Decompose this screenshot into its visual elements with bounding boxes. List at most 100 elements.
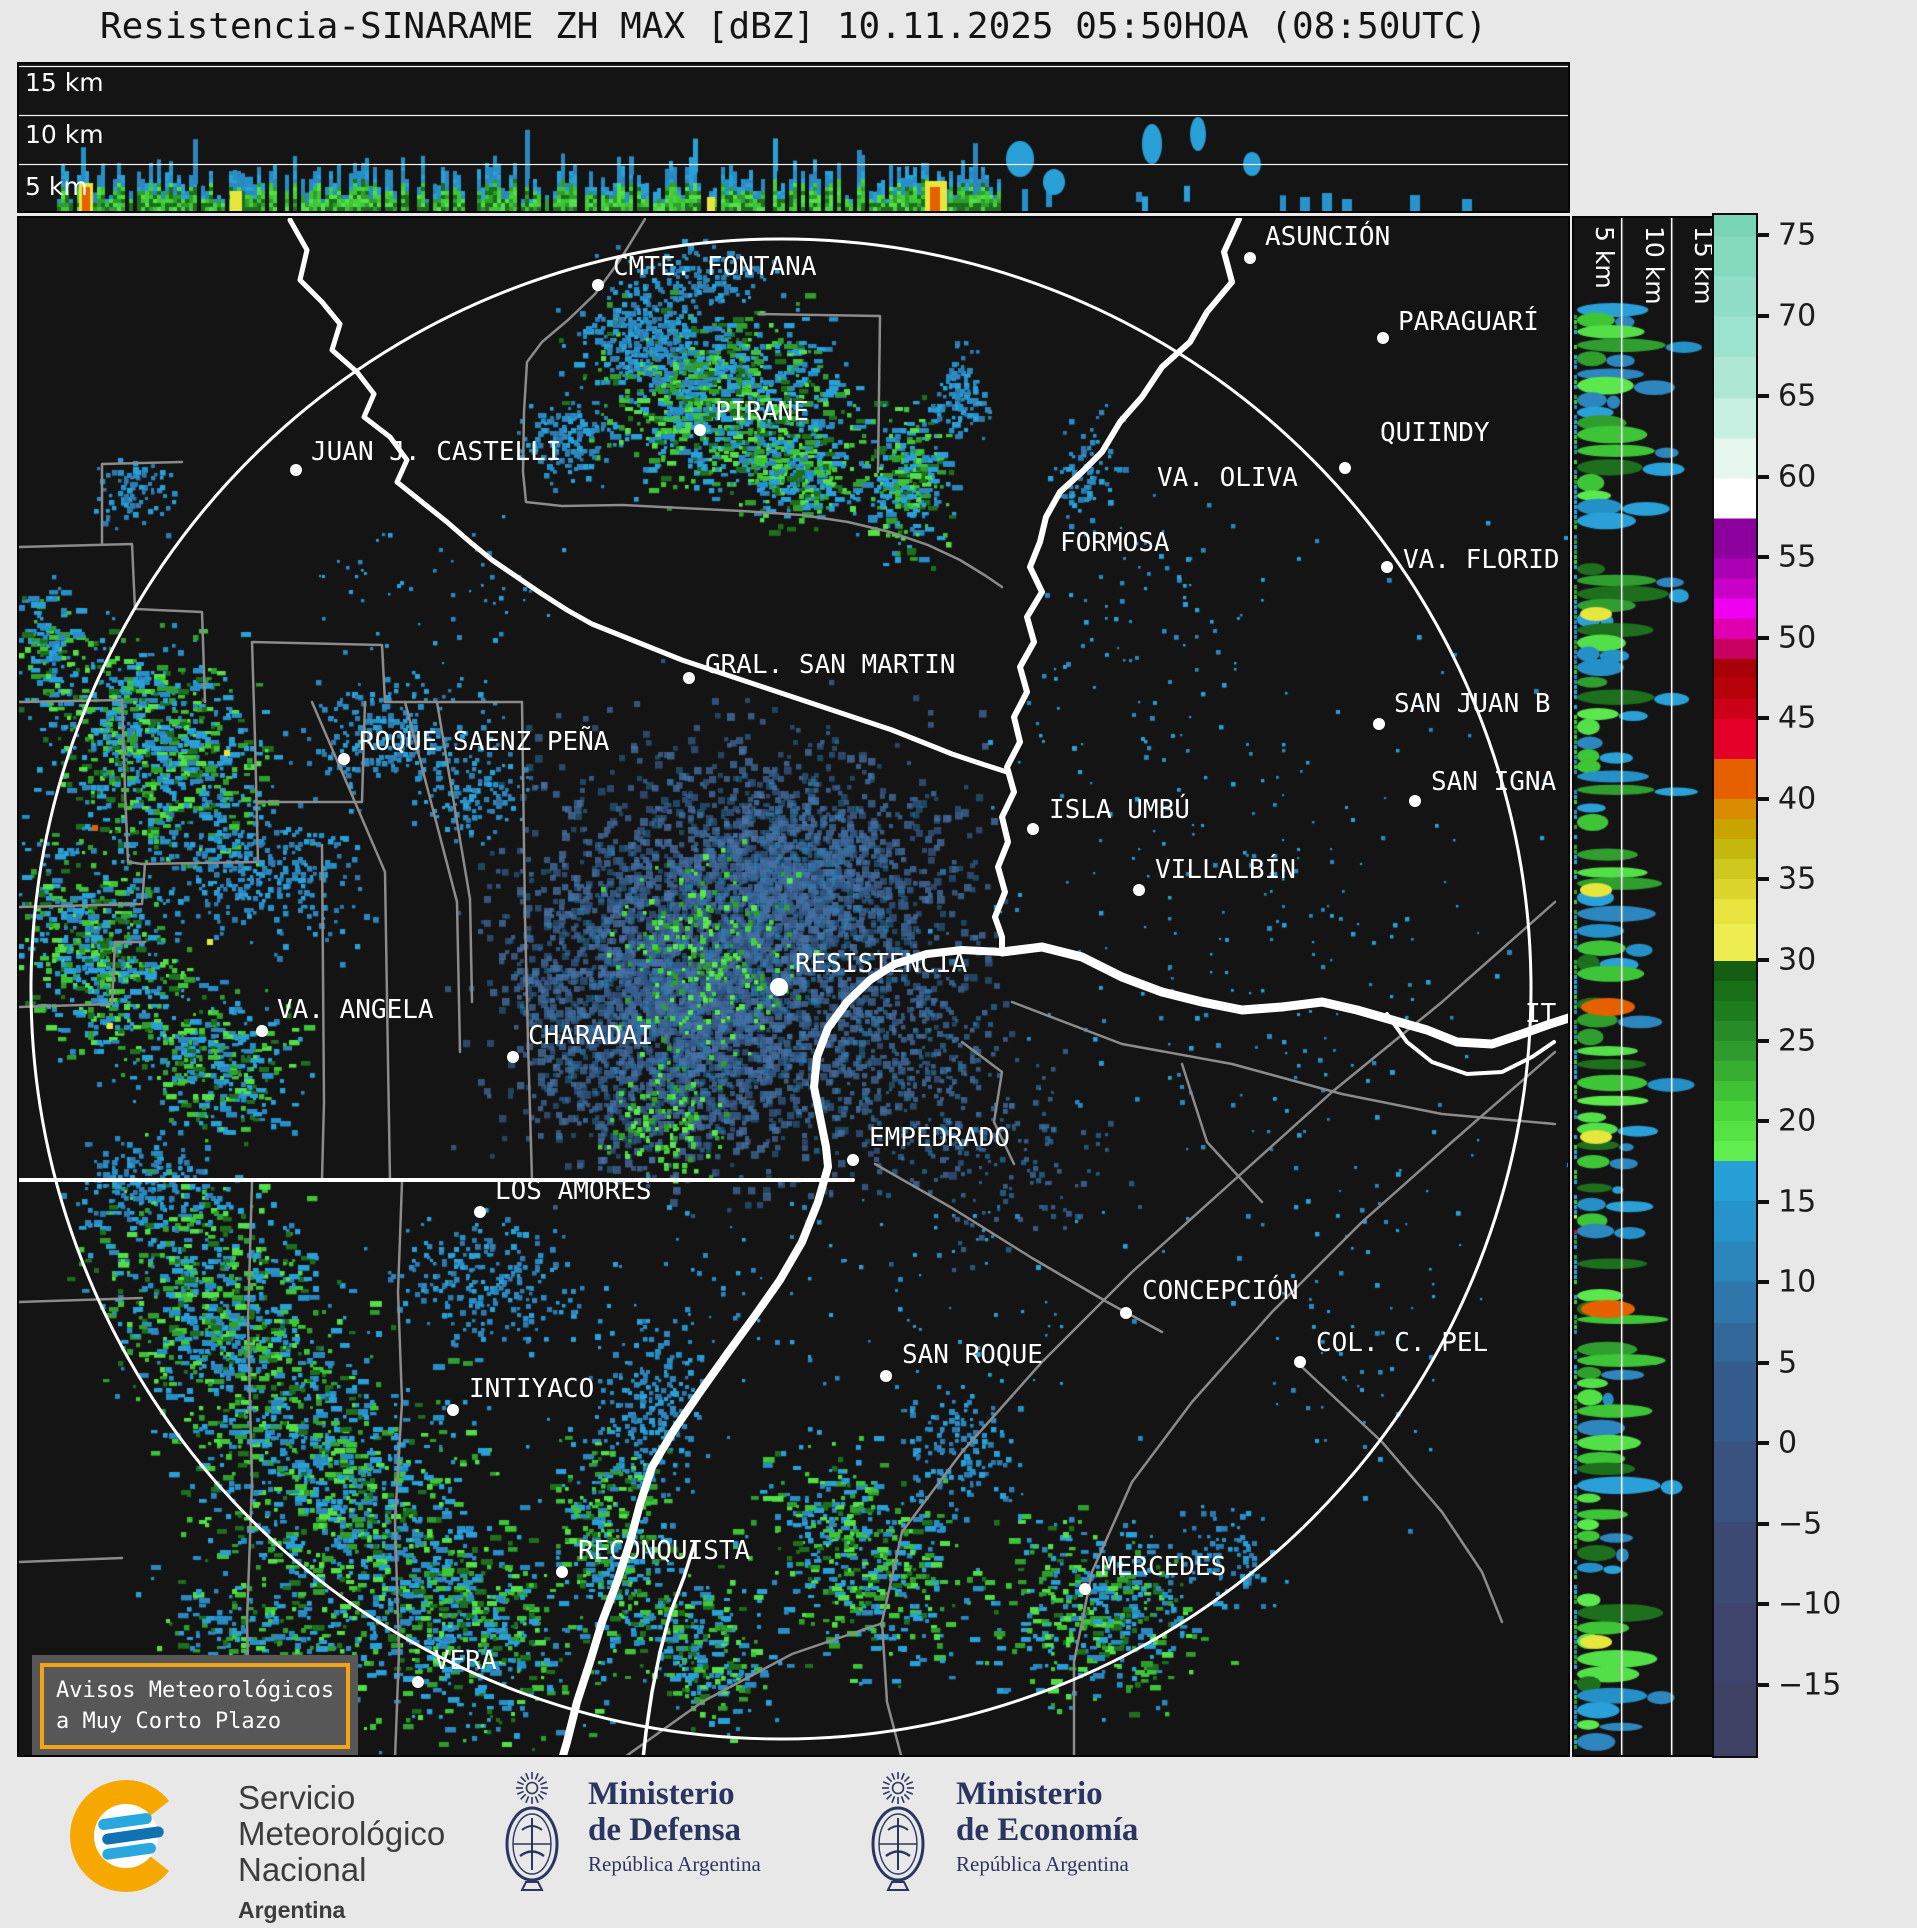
province-border (19, 1556, 124, 1564)
economia-subtitle: de Economía (956, 1812, 1139, 1848)
defensa-subtitle: de Defensa (588, 1812, 742, 1848)
city-dot (474, 1206, 486, 1218)
river (641, 1540, 697, 1755)
smn-logo-icon (70, 1779, 169, 1893)
city-label: PIRANE (715, 397, 809, 427)
province-border (19, 542, 207, 704)
colorbar-tick-mark (1756, 1119, 1769, 1124)
city-dot (1079, 1583, 1091, 1595)
colorbar-tick-mark (1756, 635, 1769, 640)
colorbar-tick-mark (1756, 1521, 1769, 1526)
colorbar-tick-label: 0 (1778, 1425, 1798, 1461)
city-label: RECONQUISTA (578, 1536, 751, 1566)
dbz-colorbar (1712, 213, 1758, 1758)
city-label: CHARADAI (528, 1021, 654, 1051)
city-dot (847, 1154, 859, 1166)
economia-coat-of-arms-icon (871, 1772, 925, 1891)
city-label: SAN ROQUE (902, 1340, 1043, 1370)
province-border (19, 862, 147, 909)
city-dot (592, 279, 604, 291)
warning-line-2: a Muy Corto Plazo (56, 1709, 282, 1734)
province-border (1072, 1050, 1557, 1755)
city-label: IT (1525, 999, 1557, 1029)
province-border (19, 940, 147, 1009)
city-dot (1027, 823, 1039, 835)
province-border (757, 312, 882, 474)
province-border (310, 700, 392, 1182)
smn-line-3: Nacional (238, 1851, 367, 1888)
colorbar-tick-mark (1756, 1280, 1769, 1285)
city-label: VA. FLORID (1403, 545, 1560, 575)
smn-line-4: Argentina (238, 1897, 346, 1923)
province-border (320, 843, 326, 1182)
province-border (403, 700, 462, 1054)
altitude-label: 5 km (1590, 226, 1619, 289)
province-border (435, 700, 474, 1004)
colorbar-tick-label: 50 (1778, 620, 1817, 656)
smn-line-2: Meteorológico (238, 1815, 446, 1852)
city-label: CONCEPCIÓN (1142, 1276, 1299, 1306)
colorbar-tick-mark (1756, 716, 1769, 721)
province-border (393, 1180, 404, 1755)
city-label: FORMOSA (1060, 528, 1170, 558)
city-label: SAN JUAN B (1394, 689, 1551, 719)
colorbar-tick-mark (1756, 233, 1769, 237)
city-label: COL. C. PEL (1316, 1328, 1489, 1358)
colorbar-tick-mark (1756, 1199, 1769, 1204)
colorbar-tick-label: 55 (1778, 539, 1817, 575)
map-panel: CMTE. FONTANA ASUNCIÓN PARAGUARÍ PIRANE JUAN… (17, 216, 1570, 1757)
colorbar-tick-label: 75 (1778, 217, 1817, 253)
city-label: GRAL. SAN MARTIN (705, 650, 956, 680)
river (992, 218, 1242, 955)
city-dot (880, 1370, 892, 1382)
warning-box: Avisos Meteorológicos a Muy Corto Plazo (32, 1655, 359, 1755)
province-border (1300, 1365, 1504, 1624)
city-label: EMPEDRADO (869, 1123, 1010, 1153)
city-label: ISLA UMBÚ (1049, 795, 1190, 825)
city-label: VERA (434, 1646, 497, 1676)
province-border (1010, 1000, 1557, 1126)
city-dot (1294, 1356, 1306, 1368)
city-dot (412, 1676, 424, 1688)
city-label: VILLALBÍN (1155, 855, 1296, 885)
radar-echoes-canvas (19, 218, 1568, 1755)
radar-range-ring (29, 237, 1533, 1741)
smn-line-1: Servicio (238, 1779, 356, 1816)
city-dot (1244, 252, 1256, 264)
city-label: RESISTENCIA (795, 949, 968, 979)
city-dot (447, 1404, 459, 1416)
city-dot (770, 978, 788, 996)
colorbar-tick-label: 20 (1778, 1103, 1817, 1139)
ministerio-defensa-wordmark: Ministerio de Defensa República Argentin… (588, 1776, 761, 1877)
city-dot (338, 753, 350, 765)
colorbar-tick-mark (1756, 1682, 1769, 1687)
city-label: VA. OLIVA (1157, 463, 1298, 493)
city-label: ASUNCIÓN (1265, 222, 1391, 252)
colorbar-tick-mark (1756, 1441, 1769, 1446)
altitude-gridline (1621, 218, 1622, 1755)
river (287, 218, 1010, 775)
altitude-gridline (19, 66, 1568, 67)
ministerio-economia-wordmark: Ministerio de Economía República Argenti… (956, 1776, 1138, 1877)
map-geography-overlay (19, 218, 1568, 1755)
product-title: Resistencia-SINARAME ZH MAX [dBZ] 10.11.… (99, 6, 1488, 47)
colorbar-tick-label: 25 (1778, 1023, 1817, 1058)
colorbar-tick-mark (1756, 877, 1769, 882)
colorbar-tick-label: 40 (1778, 781, 1817, 817)
city-label: JUAN J. CASTELLI (311, 437, 562, 467)
province-border (19, 640, 524, 866)
colorbar-tick-label: 35 (1778, 861, 1817, 897)
colorbar-tick-label: 65 (1778, 378, 1817, 414)
province-border (256, 700, 367, 804)
city-dot (1381, 561, 1393, 573)
province-border (19, 1296, 144, 1304)
economia-caption: República Argentina (956, 1852, 1129, 1876)
top-cross-section-panel: 15 km 10 km 5 km (17, 62, 1570, 213)
city-dot (1377, 332, 1389, 344)
colorbar-tick-label: 5 (1778, 1345, 1798, 1381)
city-dot (694, 424, 706, 436)
economia-title: Ministerio (956, 1776, 1103, 1812)
defensa-title: Ministerio (588, 1776, 735, 1812)
province-border (873, 1162, 1164, 1334)
